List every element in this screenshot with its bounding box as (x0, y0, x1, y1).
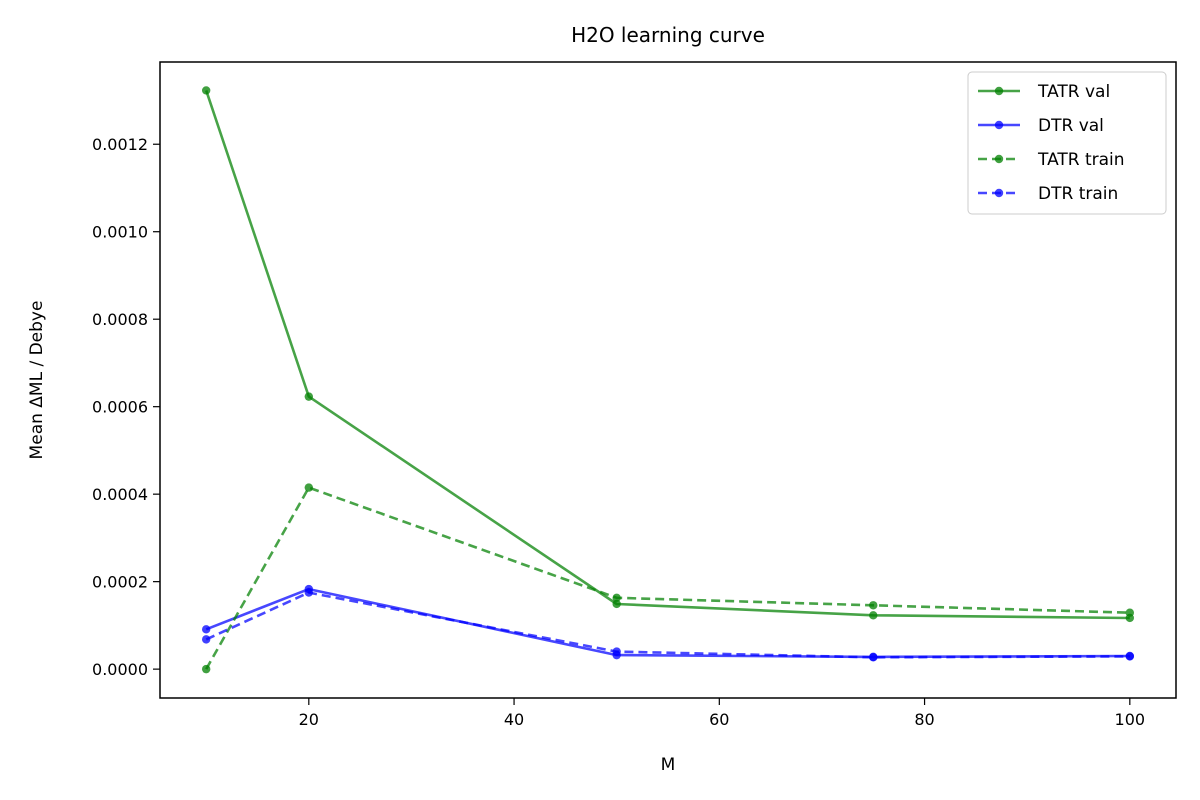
y-axis: 0.0000 0.0002 0.0004 0.0006 0.0008 0.0010 0.00… (92, 135, 160, 679)
y-tick-label: 0.0008 (92, 310, 148, 329)
legend-marker-dtr-val (994, 120, 1004, 130)
data-point-tatr-train (612, 593, 621, 603)
y-tick-label: 0.0002 (92, 573, 148, 592)
x-axis: 20 40 60 80 100 (299, 698, 1145, 729)
chart-title: H2O learning curve (571, 23, 765, 47)
y-tick-label: 0.0010 (92, 223, 148, 242)
y-tick-label: 0.0000 (92, 660, 148, 679)
plot-area (201, 86, 1135, 674)
x-tick-label: 20 (299, 710, 319, 729)
y-axis-title: Mean ΔML / Debye (27, 301, 47, 460)
data-point-tatr-val (304, 392, 314, 401)
y-tick-label: 0.0006 (92, 398, 148, 417)
data-point-tatr-train (304, 483, 314, 492)
data-point-dtr-train (201, 635, 211, 644)
legend-box (967, 71, 1167, 215)
x-axis-title: M (661, 755, 676, 775)
legend-label-dtr-train: DTR train (1038, 184, 1118, 204)
data-point-dtr-val (201, 625, 211, 634)
x-tick-label: 60 (709, 710, 729, 729)
legend-marker-dtr-train (994, 188, 1004, 198)
data-point-tatr-train (201, 664, 211, 674)
legend: TATR val DTR val TATR train DTR train (967, 71, 1167, 215)
x-tick-label: 40 (504, 710, 524, 729)
legend-marker-tatr-val (994, 86, 1004, 96)
legend-marker-tatr-train (994, 154, 1004, 164)
y-tick-label: 0.0004 (92, 485, 148, 504)
legend-label-dtr-val: DTR val (1038, 116, 1104, 136)
x-tick-label: 80 (914, 710, 934, 729)
y-tick-label: 0.0012 (92, 135, 148, 154)
data-point-dtr-train (304, 588, 314, 597)
data-point-dtr-train (612, 647, 621, 656)
data-point-tatr-val (201, 86, 211, 95)
data-point-dtr-train (869, 653, 878, 662)
data-point-tatr-train (1125, 608, 1135, 617)
data-point-dtr-train (1125, 652, 1135, 661)
axes-frame (159, 61, 1177, 699)
x-tick-label: 100 (1115, 710, 1146, 729)
data-point-tatr-val (869, 611, 878, 620)
legend-label-tatr-train: TATR train (1037, 150, 1125, 170)
data-point-tatr-train (869, 601, 878, 610)
data-point-tatr-val (612, 599, 621, 609)
legend-label-tatr-val: TATR val (1037, 82, 1110, 102)
